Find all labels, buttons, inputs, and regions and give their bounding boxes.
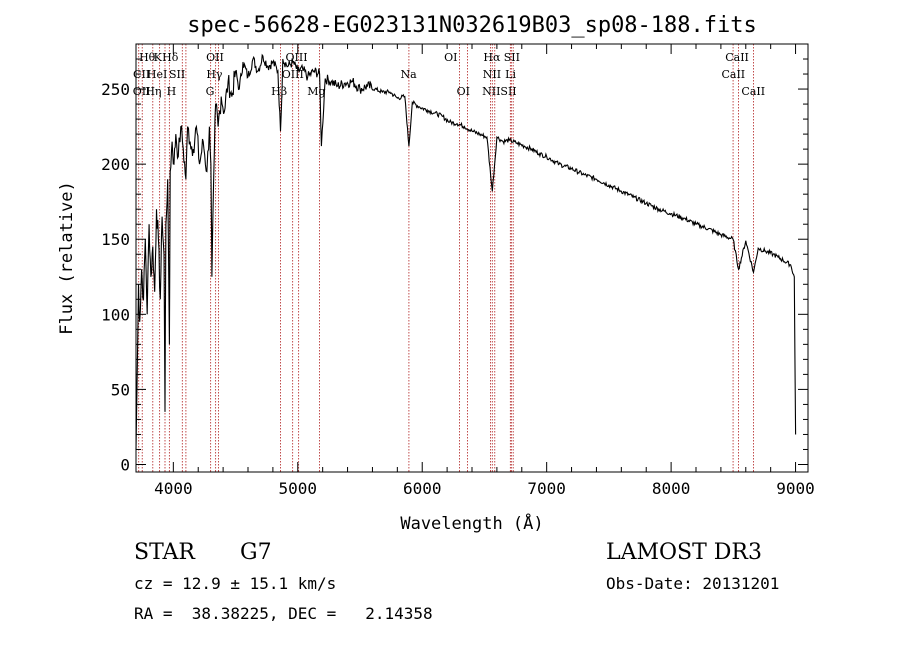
x-axis-ticks: 4000 5000 6000 7000 8000 9000 [154, 44, 815, 498]
spectral-line-markers [138, 44, 754, 472]
x-tick-label: 8000 [652, 479, 691, 498]
line-label-18: OII [133, 85, 151, 98]
x-tick-label: 7000 [527, 479, 566, 498]
spectrum-chart: spec-56628-EG023131N032619B03_sp08-188.f… [57, 13, 815, 534]
line-label-11: SII [169, 68, 185, 81]
line-label-20: H [167, 85, 177, 98]
line-label-25: NIISII [482, 85, 517, 98]
line-label-9: CII [133, 68, 150, 81]
y-tick-label: 200 [101, 155, 130, 174]
redshift-velocity: cz = 12.9 ± 15.1 km/s [134, 574, 337, 593]
x-tick-label: 6000 [403, 479, 442, 498]
y-axis-label: Flux (relative) [57, 181, 77, 335]
line-label-0: Hθ [139, 51, 156, 64]
line-label-10: HeI [147, 68, 167, 81]
survey-name: LAMOST DR3 [606, 540, 762, 565]
y-tick-label: 100 [101, 305, 130, 324]
flux-series-line [135, 53, 797, 450]
x-tick-label: 9000 [776, 479, 815, 498]
line-label-6: Hα [483, 51, 501, 64]
line-label-2: Hδ [162, 51, 179, 64]
line-label-21: G [206, 85, 215, 98]
x-tick-label: 5000 [279, 479, 318, 498]
line-label-3: OII [206, 51, 224, 64]
line-label-4: OIII [286, 51, 308, 64]
line-label-5: OI [444, 51, 457, 64]
plot-frame [135, 43, 809, 473]
line-label-16: CaII [721, 68, 745, 81]
line-label-8: CaII [725, 51, 749, 64]
line-label-24: OI [457, 85, 470, 98]
line-label-13: OIII [282, 68, 304, 81]
line-label-15: Li [505, 68, 516, 81]
object-class-label: STAR [134, 540, 195, 565]
line-label-17: Na [400, 68, 417, 81]
chart-title: spec-56628-EG023131N032619B03_sp08-188.f… [187, 13, 757, 38]
line-label-19: Hη [145, 85, 161, 98]
y-tick-label: 250 [101, 80, 130, 99]
y-tick-label: 150 [101, 230, 130, 249]
ra-dec-coordinates: RA = 38.38225, DEC = 2.14358 [134, 604, 433, 623]
x-tick-label: 4000 [154, 479, 193, 498]
line-label-14: NII [483, 68, 501, 81]
line-label-1: K [154, 51, 163, 64]
y-tick-label: 50 [111, 380, 130, 399]
line-label-7: SII [504, 51, 520, 64]
x-axis-label: Wavelength (Å) [400, 512, 543, 534]
y-tick-label: 0 [120, 455, 130, 474]
line-label-26: CaII [741, 85, 765, 98]
line-label-23: Mg [307, 85, 325, 98]
object-subclass: G7 [240, 540, 272, 565]
y-axis-ticks: 0 50 100 150 200 250 [101, 58, 808, 474]
observation-date: Obs-Date: 20131201 [606, 574, 780, 593]
line-label-12: Hγ [206, 68, 223, 81]
